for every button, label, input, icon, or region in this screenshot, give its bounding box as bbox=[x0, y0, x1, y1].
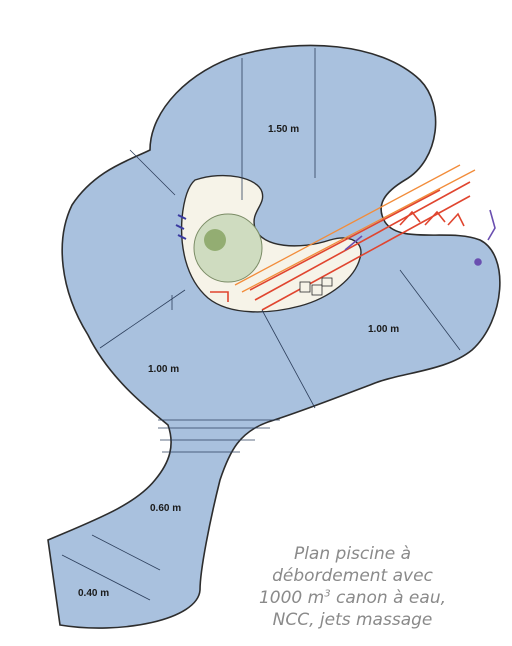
caption-line-2: débordement avec bbox=[272, 566, 433, 586]
caption-line-3-a: 1000 m bbox=[258, 588, 325, 608]
caption-superscript: 3 bbox=[324, 588, 331, 600]
caption-line-3-b: canon à eau, bbox=[330, 588, 446, 608]
depth-label-mid: 0.60 m bbox=[150, 503, 181, 514]
pipe-lines-orange bbox=[234, 164, 476, 293]
skimmer-marks bbox=[175, 214, 187, 240]
pipe-lines-purple bbox=[344, 209, 496, 266]
dimension-lines bbox=[61, 48, 461, 601]
depth-label-left: 1.00 m bbox=[148, 364, 179, 375]
depth-label-right: 1.00 m bbox=[368, 324, 399, 335]
plant-core bbox=[204, 229, 226, 251]
plant-circle bbox=[193, 213, 263, 283]
plan-caption: Plan piscine à débordement avec 1000 m3 … bbox=[225, 543, 480, 631]
pool-basin bbox=[47, 44, 501, 629]
pipe-lines-red bbox=[210, 181, 471, 311]
caption-line-1: Plan piscine à bbox=[293, 544, 412, 564]
caption-line-3: 1000 m3 canon à eau, bbox=[225, 587, 480, 609]
equipment-boxes bbox=[299, 277, 333, 296]
depth-label-shallow: 0.40 m bbox=[78, 588, 109, 599]
depth-label-deep: 1.50 m bbox=[268, 124, 299, 135]
caption-line-4: NCC, jets massage bbox=[272, 610, 433, 630]
